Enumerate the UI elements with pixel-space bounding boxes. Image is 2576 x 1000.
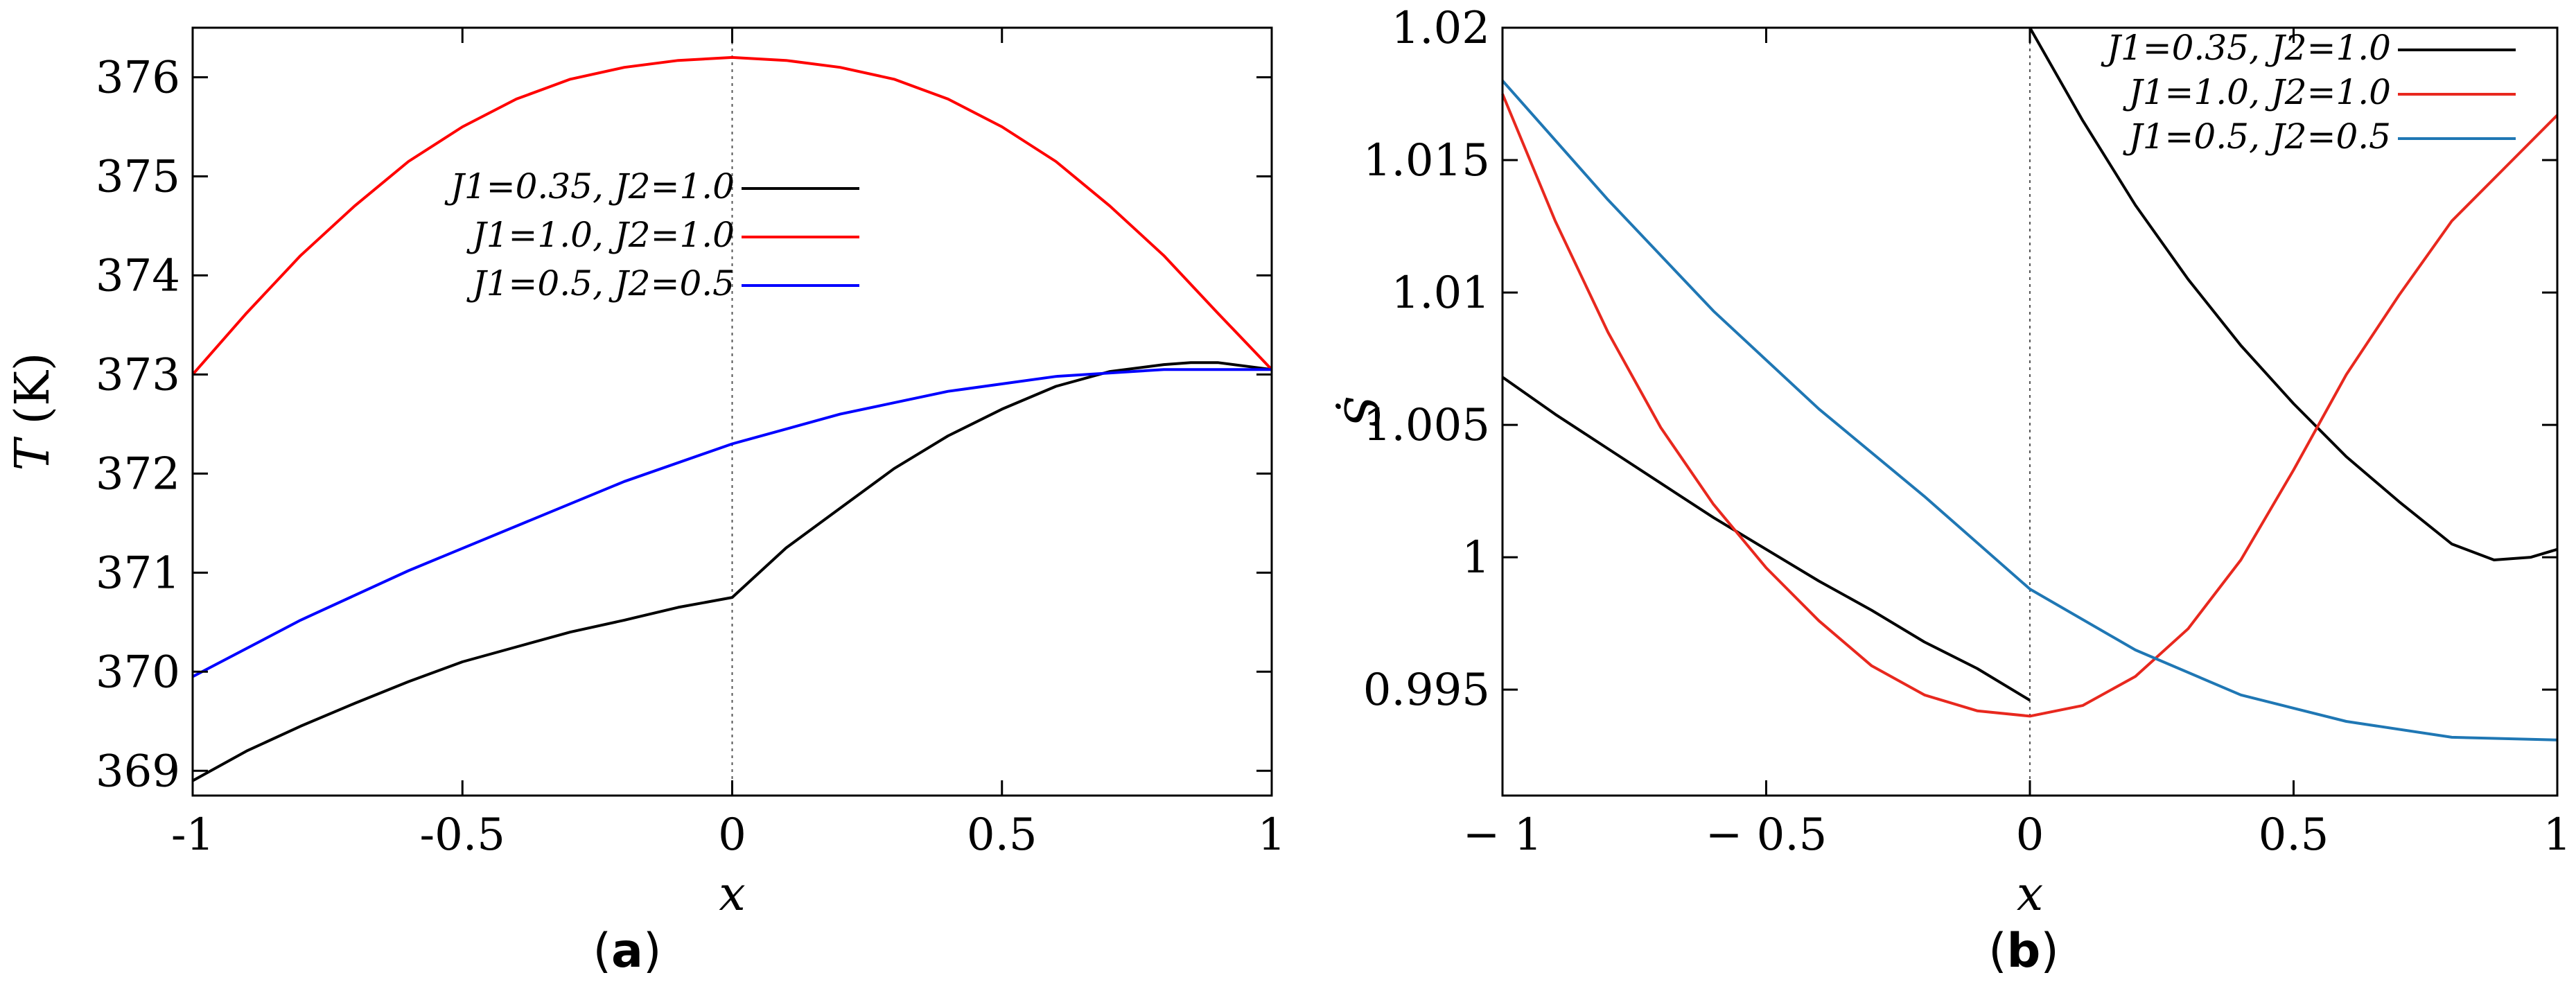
series-line — [192, 361, 1272, 782]
caption-letter: b — [2007, 924, 2041, 979]
series-2 — [1501, 93, 2559, 718]
x-tick-label: 1 — [1258, 809, 1286, 861]
series-line — [1501, 376, 2031, 702]
x-tick-label: − 1 — [1463, 809, 1543, 861]
series-1 — [1501, 27, 2558, 702]
y-axis-label: Ṡ — [1336, 396, 1391, 428]
caption-open: ( — [1988, 924, 2007, 979]
panel-b: − 1 − 0.5 0 0.5 1 0.995 1 1.005 1.01 1.015 1.02 x Ṡ J… — [1336, 3, 2571, 979]
legend-label: J1=1.0, J2=1.0 — [2123, 72, 2391, 112]
y-tick-label: 371 — [96, 547, 180, 599]
y-axis-label: T (K) — [6, 353, 60, 471]
caption-letter: a — [611, 924, 643, 979]
y-tick-label: 1.015 — [1363, 135, 1490, 186]
x-tick-label: − 0.5 — [1706, 809, 1828, 861]
caption-open: ( — [593, 924, 612, 979]
y-axis-label-var: T — [6, 424, 60, 471]
legend-label: J1=0.35, J2=1.0 — [2101, 28, 2391, 68]
legend-label: J1=0.5, J2=0.5 — [466, 263, 735, 304]
series-2 — [191, 55, 1273, 376]
x-tick-label: 0 — [718, 809, 746, 861]
y-tick-label: 372 — [96, 448, 180, 500]
y-tick-label: 375 — [96, 151, 180, 202]
y-tick-label: 1.02 — [1392, 3, 1491, 54]
legend-label: J1=1.0, J2=1.0 — [466, 215, 735, 255]
series-line — [1501, 93, 2559, 718]
caption-close: ) — [643, 924, 662, 979]
x-tick-label: 1 — [2543, 809, 2572, 861]
x-tick-label: -1 — [171, 809, 214, 861]
y-tick-label: 373 — [96, 349, 180, 401]
series-line — [2029, 27, 2558, 561]
series-line — [191, 55, 1273, 376]
panel-a: -1 -0.5 0 0.5 1 369 370 371 372 373 374 375 376 x T (K… — [6, 26, 1286, 979]
y-tick-label: 1 — [1462, 532, 1490, 584]
legend-label: J1=0.5, J2=0.5 — [2123, 116, 2391, 157]
legend: J1=0.35, J2=1.0 J1=1.0, J2=1.0 J1=0.5, J2=… — [444, 166, 859, 304]
series-3 — [192, 368, 1272, 678]
x-tick-label: 0.5 — [2259, 809, 2329, 861]
legend: J1=0.35, J2=1.0J1=1.0, J2=1.0J1=0.5, J2=… — [2101, 28, 2516, 157]
x-tick-label: 0.5 — [967, 809, 1037, 861]
y-tick-label: 369 — [96, 746, 180, 797]
series-1 — [192, 361, 1272, 782]
y-tick-label: 376 — [96, 52, 180, 103]
series-line — [1501, 80, 2558, 742]
x-tick-label: -0.5 — [420, 809, 505, 861]
series-line — [192, 368, 1272, 678]
y-tick-label: 1.01 — [1392, 267, 1491, 319]
x-tick-label: 0 — [2016, 809, 2044, 861]
y-tick-label: 0.995 — [1363, 665, 1490, 716]
caption-close: ) — [2040, 924, 2059, 979]
x-axis-label: x — [719, 867, 745, 922]
y-tick-label: 370 — [96, 647, 180, 698]
x-axis-label: x — [2017, 867, 2043, 922]
y-tick-label: 374 — [96, 250, 180, 301]
y-axis-label-unit: (K) — [6, 353, 60, 425]
legend-label: J1=0.35, J2=1.0 — [444, 166, 735, 207]
panel-caption: (b) — [1988, 924, 2059, 979]
series-3 — [1501, 80, 2558, 742]
y-tick-label: 1.005 — [1363, 400, 1490, 451]
panel-caption: (a) — [593, 924, 662, 979]
